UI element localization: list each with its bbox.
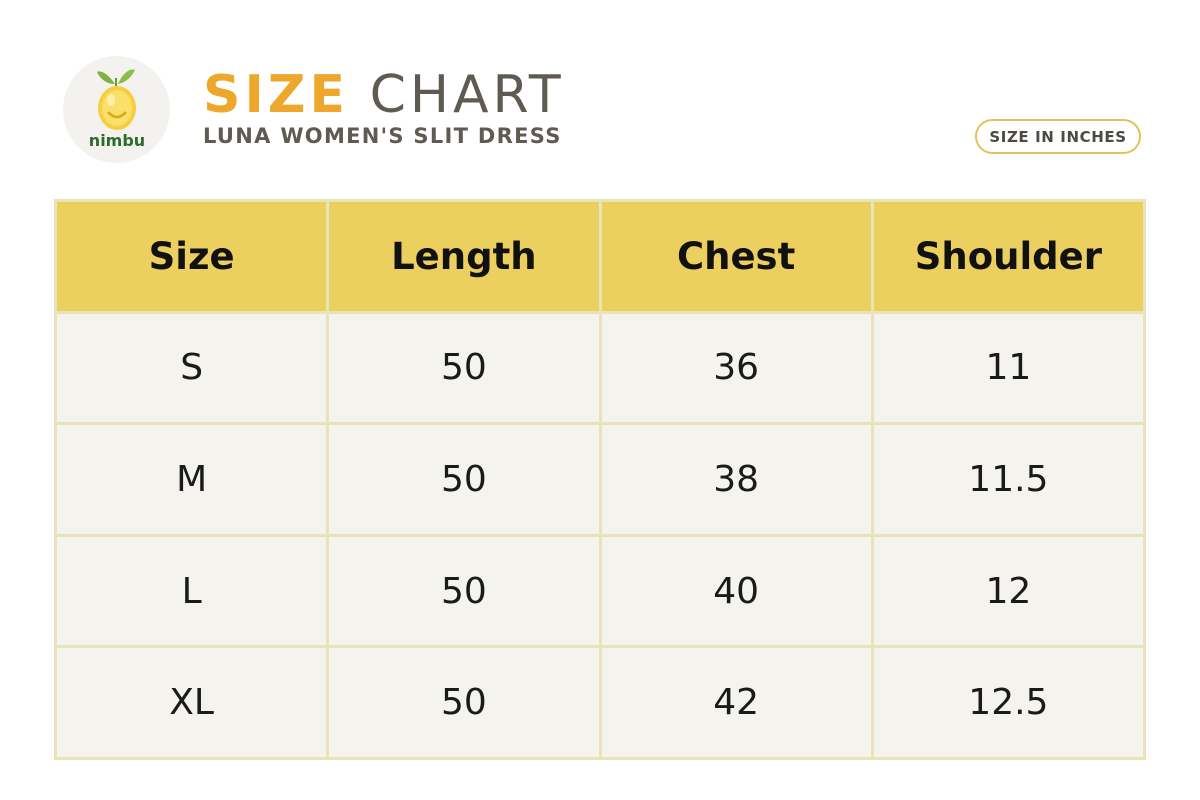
lemon-icon: nimbu: [89, 69, 145, 150]
table-cell: 50: [329, 536, 599, 646]
page-title: SIZE CHART: [203, 66, 565, 124]
product-subtitle: LUNA WOMEN'S SLIT DRESS: [203, 124, 562, 148]
table-cell: S: [57, 313, 327, 423]
title-word-chart: CHART: [369, 65, 565, 125]
table-cell: 12: [873, 536, 1143, 646]
table-cell: 50: [329, 313, 599, 423]
table-cell: 40: [601, 536, 871, 646]
table-cell: 12.5: [873, 648, 1143, 757]
table-header-chest: Chest: [601, 202, 871, 311]
table-cell: 50: [329, 648, 599, 757]
table-cell: M: [57, 425, 327, 534]
table-cell: 42: [601, 648, 871, 757]
units-badge: SIZE IN INCHES: [975, 119, 1141, 154]
title-word-size: SIZE: [203, 65, 350, 125]
size-table-grid: Size Length Chest Shoulder S 50 36 11 M …: [57, 202, 1143, 757]
table-header-size: Size: [57, 202, 327, 311]
table-cell: 11.5: [873, 425, 1143, 534]
title-block: SIZE CHART LUNA WOMEN'S SLIT DRESS: [203, 66, 565, 148]
table-cell: 38: [601, 425, 871, 534]
size-chart-table: Size Length Chest Shoulder S 50 36 11 M …: [54, 199, 1146, 760]
brand-logo: nimbu: [63, 56, 170, 163]
table-cell: 11: [873, 313, 1143, 423]
logo-text: nimbu: [89, 131, 145, 150]
table-header-length: Length: [329, 202, 599, 311]
table-cell: L: [57, 536, 327, 646]
table-cell: 50: [329, 425, 599, 534]
table-header-shoulder: Shoulder: [873, 202, 1143, 311]
table-cell: 36: [601, 313, 871, 423]
table-cell: XL: [57, 648, 327, 757]
